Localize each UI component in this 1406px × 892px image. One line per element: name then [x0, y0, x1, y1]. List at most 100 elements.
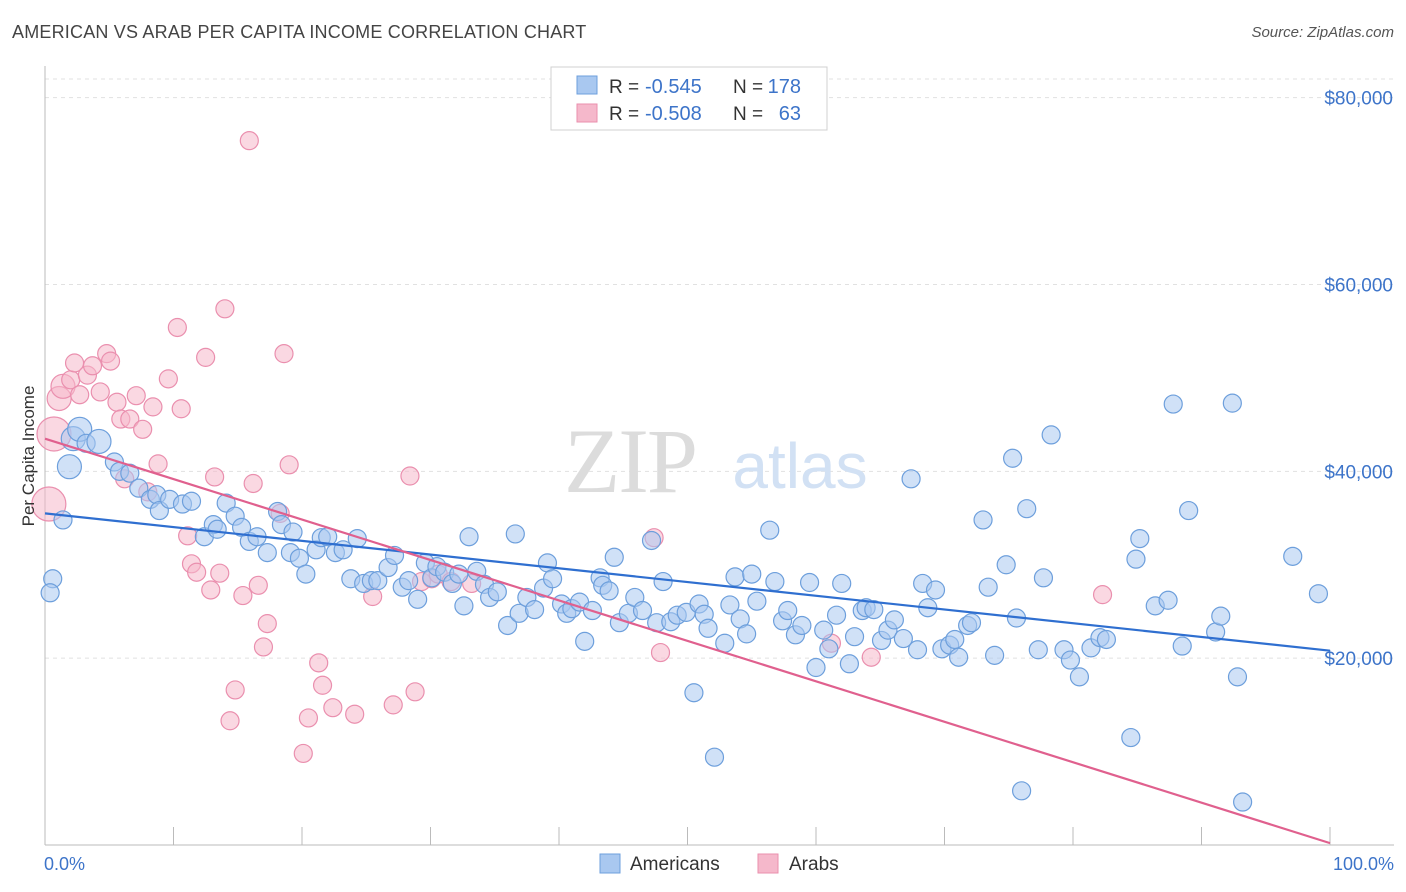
legend-r-value-americans: -0.545	[645, 76, 702, 98]
arab-point	[239, 131, 259, 151]
arab-point	[253, 637, 274, 657]
arab-point	[171, 399, 191, 419]
american-point	[747, 591, 767, 611]
american-point	[844, 627, 865, 647]
american-point	[1060, 650, 1081, 670]
american-point	[1069, 667, 1090, 687]
arab-point	[345, 704, 365, 724]
american-point	[454, 596, 474, 616]
american-point	[945, 629, 965, 650]
american-point	[641, 530, 662, 551]
arab-point	[323, 698, 343, 718]
american-point	[459, 527, 479, 547]
american-point	[720, 595, 740, 615]
legend-r-label-americans: R =	[609, 77, 639, 98]
american-point	[653, 571, 673, 592]
american-point	[542, 569, 563, 589]
american-point	[599, 581, 619, 601]
american-point	[1233, 792, 1253, 812]
y-tick-label: $80,000	[1324, 89, 1393, 110]
american-point	[1096, 629, 1117, 650]
american-point	[884, 610, 904, 630]
arab-point	[143, 397, 163, 417]
american-point	[1003, 448, 1023, 468]
american-point	[725, 567, 745, 587]
american-point	[257, 543, 277, 563]
arab-point	[167, 317, 187, 338]
grid-lines	[45, 78, 1394, 659]
american-point	[985, 645, 1005, 665]
arab-point	[861, 647, 881, 667]
american-point	[1211, 606, 1231, 626]
american-point	[368, 571, 388, 591]
arab-point	[90, 382, 110, 402]
american-point	[1222, 393, 1242, 413]
arab-point	[120, 409, 140, 429]
watermark: ZIP atlas	[564, 410, 868, 512]
arab-point	[210, 563, 230, 583]
american-point	[996, 555, 1016, 575]
arab-point	[293, 743, 313, 764]
legend-bottom-swatch-americans	[599, 853, 621, 874]
arab-point	[257, 614, 277, 634]
arab-point	[405, 682, 425, 702]
x-tick-label-min: 0.0%	[44, 854, 85, 874]
american-point	[819, 639, 839, 659]
american-trend-line	[44, 512, 1331, 652]
legend-bottom-label-arabs: Arabs	[789, 854, 839, 875]
american-point	[537, 553, 558, 573]
american-point	[487, 582, 507, 602]
arab-point	[126, 386, 146, 406]
american-point	[1283, 546, 1303, 566]
legend-bottom: Americans Arabs	[599, 853, 839, 875]
american-point	[1017, 499, 1037, 519]
watermark-atlas: atlas	[732, 430, 867, 502]
american-point	[893, 628, 913, 649]
american-point	[1227, 667, 1248, 687]
american-point	[704, 747, 725, 767]
american-point	[207, 519, 227, 539]
legend-r-label-arabs: R =	[609, 104, 639, 125]
trend-lines	[44, 437, 1331, 845]
arab-point	[82, 356, 103, 376]
arab-point	[158, 369, 178, 389]
american-point	[742, 564, 762, 584]
american-point	[792, 615, 812, 636]
arab-point	[100, 351, 121, 371]
arab-point	[233, 585, 253, 606]
american-point	[684, 683, 704, 703]
american-point	[737, 624, 757, 644]
arab-point	[274, 344, 294, 364]
arab-point	[650, 642, 671, 663]
american-point	[1126, 549, 1146, 569]
american-point	[1028, 640, 1048, 660]
arab-point	[187, 562, 207, 582]
american-point	[1308, 584, 1329, 604]
y-tick-label: $20,000	[1324, 649, 1393, 670]
source-credit: Source: ZipAtlas.com	[1251, 24, 1394, 41]
american-point	[1163, 394, 1183, 414]
american-point	[399, 571, 419, 591]
american-point	[1033, 568, 1054, 588]
american-point	[806, 657, 826, 678]
american-point	[408, 589, 428, 609]
arab-trend-line	[44, 437, 1331, 845]
legend-n-value-arabs: 63	[779, 103, 801, 125]
arab-point	[215, 299, 235, 319]
legend-bottom-label-americans: Americans	[630, 854, 720, 875]
american-point	[760, 520, 780, 540]
arab-point	[400, 466, 420, 486]
legend-n-value-americans: 178	[768, 76, 801, 98]
american-point	[86, 428, 112, 455]
arab-point	[312, 675, 333, 695]
arab-point	[70, 385, 90, 405]
american-point	[632, 600, 653, 621]
american-point	[40, 583, 60, 603]
american-point	[839, 654, 860, 674]
american-point	[778, 600, 798, 621]
arab-point	[205, 467, 225, 487]
arab-point	[243, 473, 263, 494]
american-point	[799, 572, 820, 593]
legend-bottom-swatch-arabs	[757, 853, 779, 874]
